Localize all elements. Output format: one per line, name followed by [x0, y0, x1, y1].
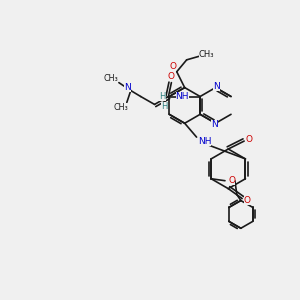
Text: N: N — [124, 83, 131, 92]
Text: NH: NH — [176, 92, 189, 101]
Text: O: O — [228, 176, 236, 185]
Text: O: O — [169, 62, 176, 71]
Text: N: N — [211, 120, 218, 129]
Text: H: H — [159, 92, 166, 101]
Text: O: O — [168, 72, 175, 81]
Text: H: H — [161, 102, 168, 111]
Text: NH: NH — [198, 136, 211, 146]
Text: N: N — [213, 82, 220, 91]
Text: O: O — [246, 135, 253, 144]
Text: O: O — [244, 196, 250, 205]
Text: CH₃: CH₃ — [199, 50, 214, 59]
Text: CH₃: CH₃ — [103, 74, 118, 83]
Text: CH₃: CH₃ — [113, 103, 128, 112]
